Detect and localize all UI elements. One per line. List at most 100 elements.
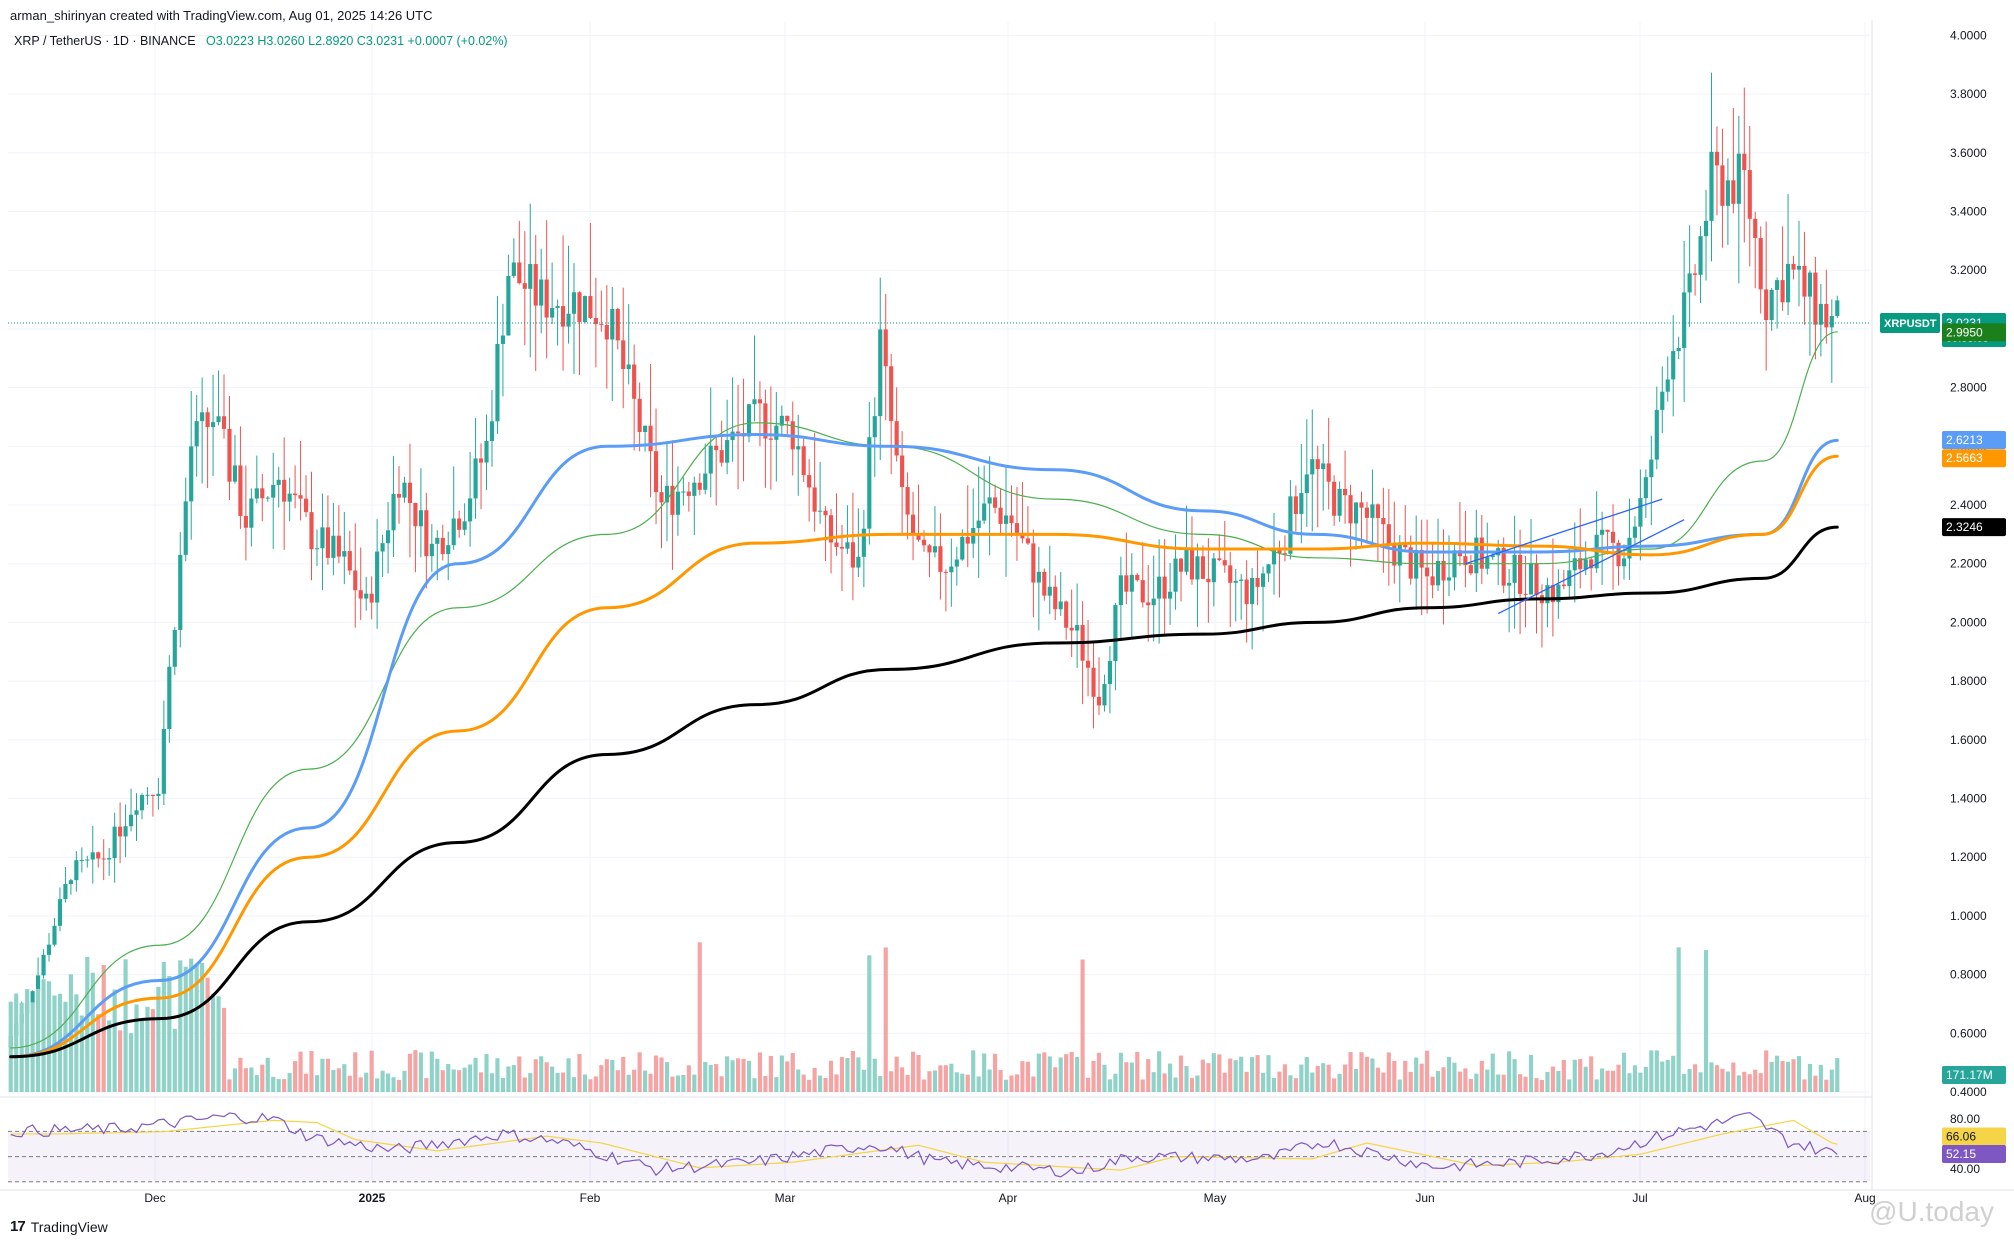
candle-body	[1682, 292, 1687, 348]
volume-bar	[982, 1053, 987, 1092]
candle-body	[1397, 544, 1402, 566]
volume-bar	[1392, 1060, 1397, 1092]
candle-body	[364, 593, 369, 599]
candle-body	[664, 485, 670, 503]
chart-credit: arman_shirinyan created with TradingView…	[10, 8, 433, 23]
candle-body	[965, 536, 970, 544]
volume-bar	[560, 1072, 566, 1092]
candle-body	[1348, 495, 1353, 524]
candle-body	[785, 415, 790, 422]
volume-bar	[364, 1072, 369, 1092]
candle-body	[1474, 537, 1479, 574]
volume-bar	[402, 1070, 407, 1092]
candle-body	[626, 364, 631, 370]
volume-bar	[1403, 1060, 1408, 1092]
volume-bar	[172, 1028, 177, 1092]
candle-body	[57, 899, 63, 926]
candle-body	[1578, 558, 1583, 570]
volume-bar	[681, 1075, 686, 1092]
volume-bar	[1835, 1058, 1840, 1092]
candle-body	[462, 521, 467, 530]
candle-body	[1638, 498, 1643, 527]
volume-bar	[468, 1064, 473, 1092]
candle-body	[413, 502, 418, 527]
volume-bar	[298, 1051, 303, 1092]
volume-bar	[1091, 1060, 1096, 1092]
candle-body	[1430, 576, 1435, 586]
symbol-name[interactable]: XRP / TetherUS · 1D · BINANCE	[14, 34, 196, 48]
volume-bar	[1534, 1078, 1539, 1092]
symbol-tag-bg	[1880, 313, 1940, 334]
candle-body	[1589, 559, 1594, 569]
volume-bar	[189, 958, 194, 1092]
candle-body	[845, 542, 850, 549]
candle-body	[1157, 576, 1162, 599]
volume-bar	[1113, 1073, 1118, 1092]
candle-body	[52, 925, 57, 945]
candle-body	[954, 559, 959, 567]
volume-bar	[1463, 1068, 1468, 1092]
volume-bar	[555, 1072, 560, 1092]
candle-body	[648, 425, 653, 452]
volume-bar	[692, 1074, 697, 1092]
candle-body	[1206, 578, 1211, 583]
volume-bar	[112, 989, 117, 1092]
volume-bar	[1714, 1065, 1720, 1092]
volume-bar	[812, 1067, 817, 1092]
volume-bar	[1665, 1059, 1670, 1092]
volume-bar	[128, 1033, 134, 1092]
candle-body	[1572, 558, 1577, 571]
candle-body	[1091, 667, 1096, 697]
volume-bar	[25, 989, 30, 1092]
volume-bar	[1326, 1064, 1331, 1092]
rsi-value-tag-text: 52.15	[1946, 1147, 1976, 1161]
volume-bar	[1053, 1067, 1058, 1092]
candle-body	[1742, 153, 1747, 171]
volume-bar	[1682, 1073, 1687, 1092]
candle-body	[582, 296, 588, 322]
volume-bar	[342, 1064, 347, 1092]
candle-body	[1381, 517, 1386, 525]
volume-bar	[8, 1001, 13, 1092]
candle-body	[637, 398, 642, 432]
candle-body	[1069, 627, 1074, 631]
volume-bar	[976, 1076, 981, 1092]
candle-body	[1233, 580, 1238, 583]
volume-bar	[1064, 1054, 1069, 1092]
candle-body	[1189, 547, 1195, 580]
candle-body	[1364, 507, 1370, 518]
tradingview-logo[interactable]: 17 TradingView	[10, 1218, 108, 1235]
volume-bar	[626, 1074, 631, 1092]
volume-bar	[1266, 1055, 1271, 1092]
candle-body	[1512, 554, 1517, 583]
volume-bar	[1813, 1075, 1818, 1092]
volume-bar	[1217, 1054, 1222, 1092]
volume-bar	[632, 1069, 637, 1092]
candle-body	[74, 860, 79, 881]
price-tick-label: 3.6000	[1950, 146, 1987, 160]
volume-bar	[1725, 1071, 1730, 1092]
volume-bar	[1157, 1051, 1162, 1092]
volume-bar	[1430, 1076, 1435, 1092]
volume-bar	[1118, 1052, 1123, 1092]
candle-body	[1435, 560, 1441, 586]
volume-bar	[571, 1077, 577, 1092]
candle-body	[850, 542, 855, 568]
volume-bar	[1310, 1072, 1315, 1092]
candle-body	[998, 507, 1003, 524]
candle-body	[375, 551, 380, 603]
volume-bar	[1189, 1078, 1195, 1092]
candle-body	[910, 514, 916, 535]
volume-bar	[484, 1054, 489, 1092]
volume-bar	[1206, 1063, 1211, 1092]
trend-channel	[1465, 498, 1685, 615]
volume-bar	[254, 1075, 259, 1092]
volume-bar	[511, 1065, 516, 1092]
volume-bar	[1107, 1079, 1113, 1092]
volume-bar	[260, 1064, 265, 1092]
volume-bar	[697, 942, 702, 1092]
volume-bar	[845, 1058, 850, 1092]
volume-bar	[927, 1071, 932, 1092]
volume-bar	[1014, 1074, 1020, 1092]
